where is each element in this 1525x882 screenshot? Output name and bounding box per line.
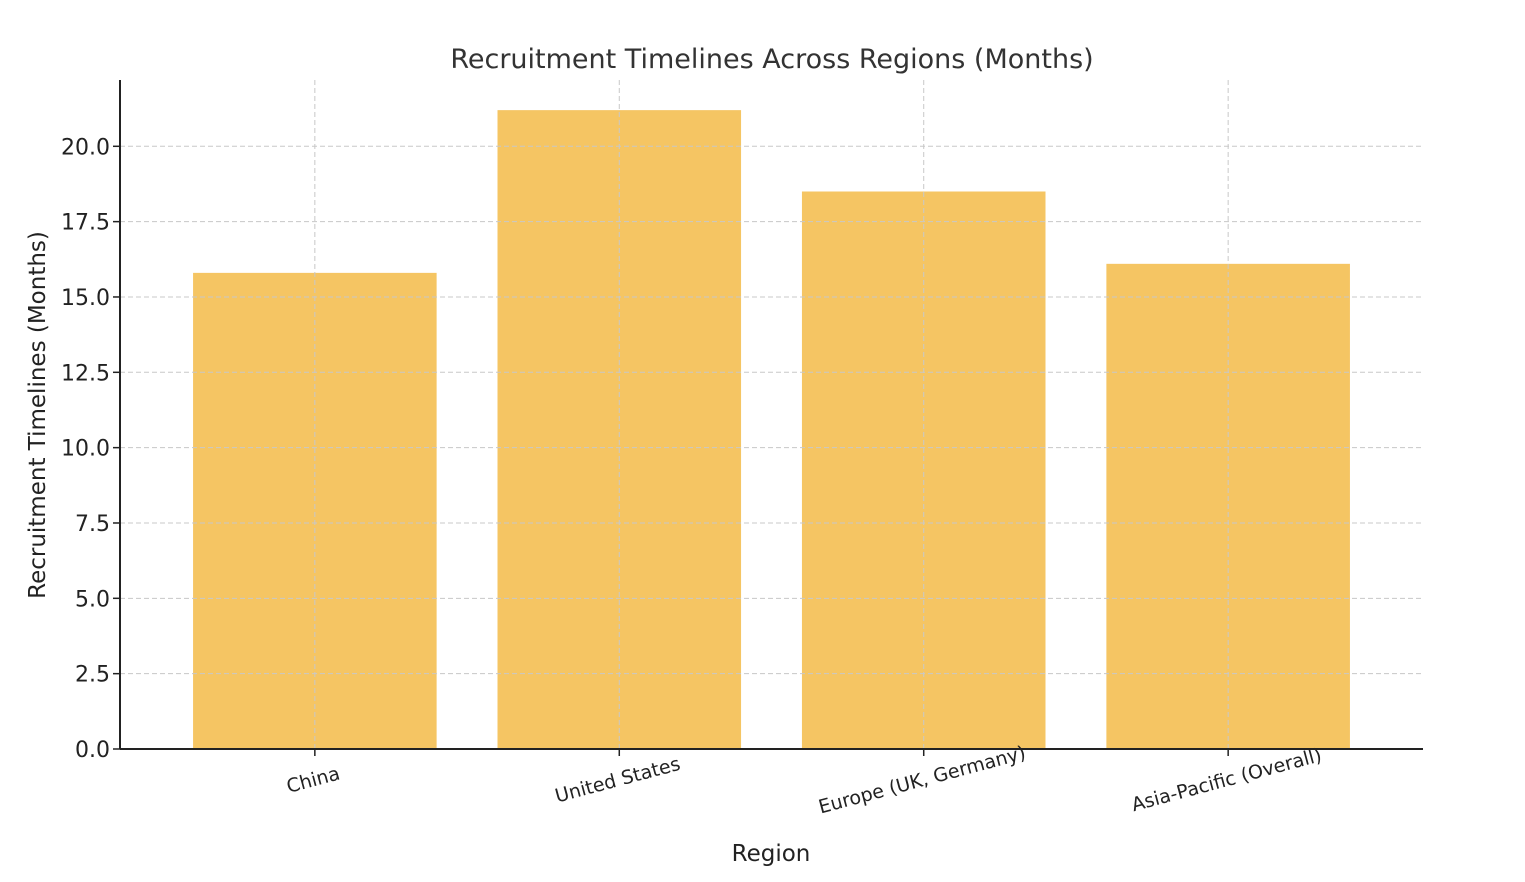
bar-united-states: [497, 110, 742, 749]
y-tick-label: 17.5: [61, 211, 110, 236]
chart-title: Recruitment Timelines Across Regions (Mo…: [450, 44, 1093, 75]
x-tick-label: Asia-Pacific (Overall): [1129, 744, 1324, 816]
y-tick-label: 20.0: [61, 135, 110, 160]
y-tick-label: 10.0: [61, 437, 110, 462]
y-tick-label: 15.0: [61, 286, 110, 311]
y-axis-label: Recruitment Timelines (Months): [25, 231, 51, 599]
x-axis-label: Region: [732, 841, 811, 867]
x-tick-label: Europe (UK, Germany): [816, 742, 1028, 818]
y-tick-label: 12.5: [61, 361, 110, 386]
y-tick-label: 5.0: [75, 587, 110, 612]
y-tick-label: 2.5: [75, 663, 110, 688]
grid-layer: [120, 80, 1423, 749]
y-tick-label: 7.5: [75, 512, 110, 537]
bars-layer: [193, 110, 1350, 749]
axes-layer: [119, 80, 1423, 750]
y-tick-label: 0.0: [75, 738, 110, 763]
x-tick-label: China: [284, 763, 342, 798]
x-tick-label: United States: [553, 753, 683, 808]
